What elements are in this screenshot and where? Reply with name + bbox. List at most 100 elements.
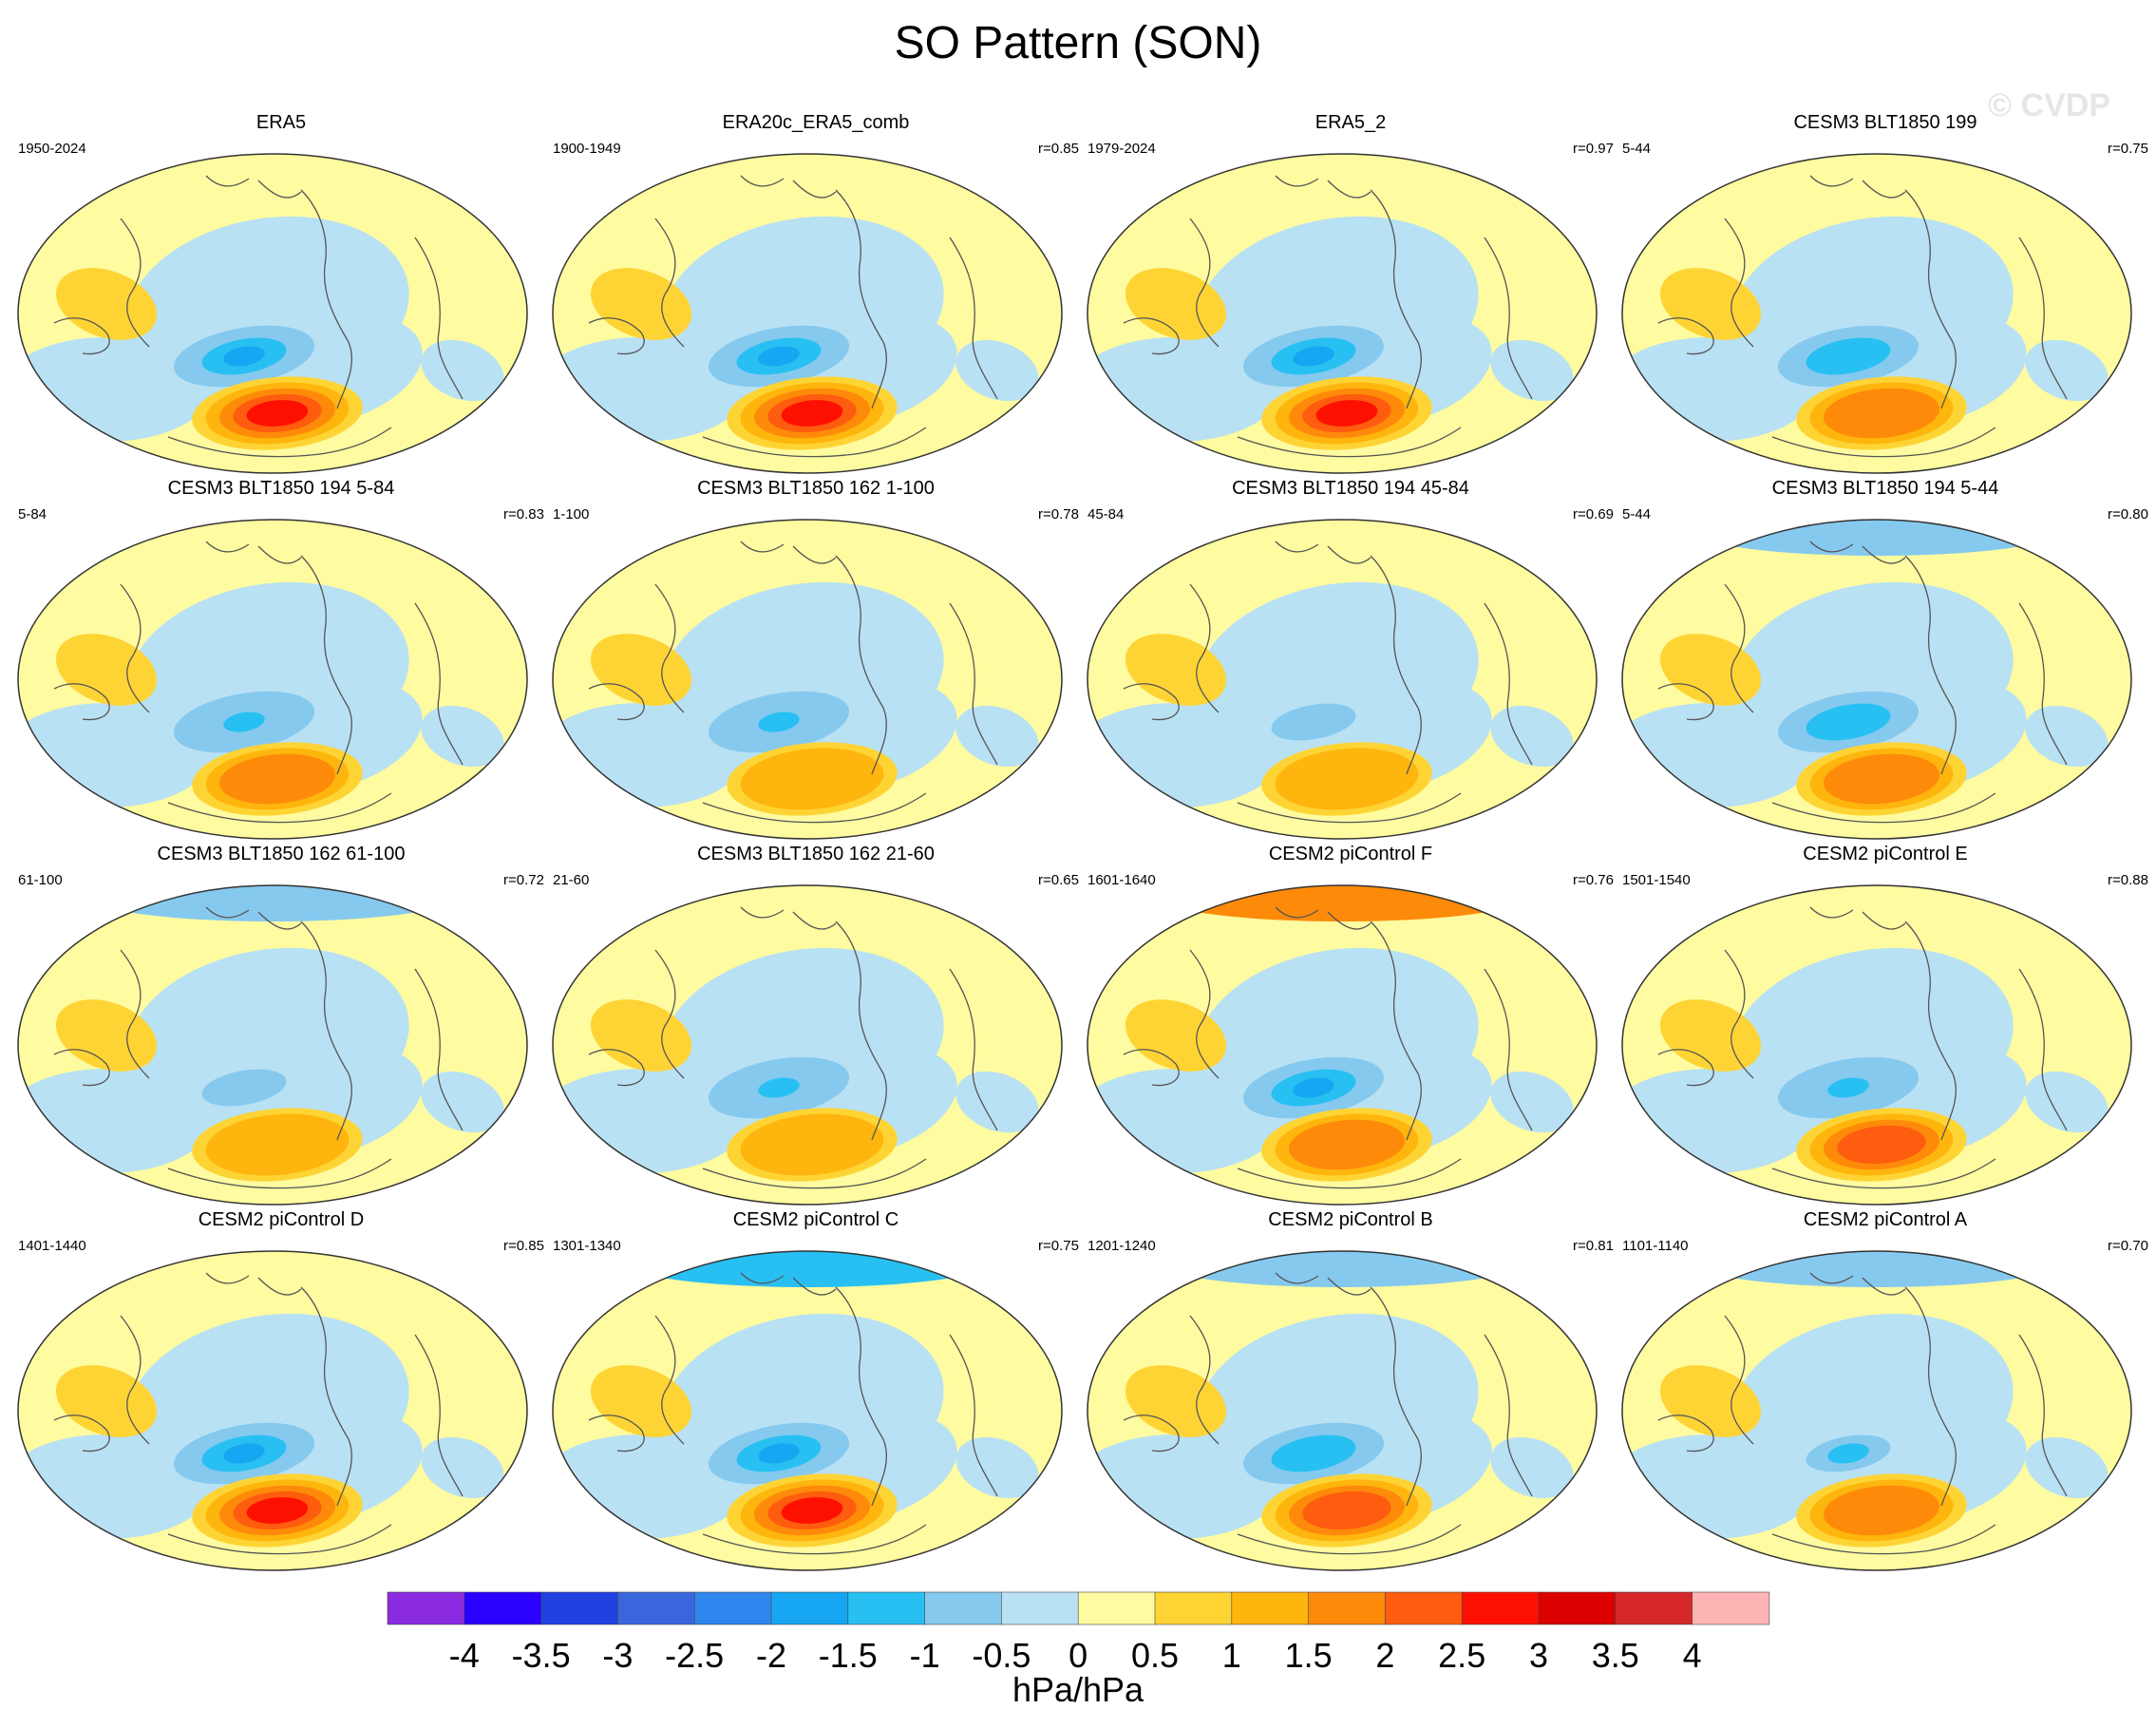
coastline: [1484, 237, 1533, 400]
negative-center-core: [758, 346, 800, 367]
colorbar-swatch: [1615, 1591, 1693, 1625]
map-border: [552, 153, 1063, 474]
map-plot: [17, 1250, 528, 1571]
arctic-anomaly-region: [83, 885, 463, 921]
colorbar-tick-label: -2: [755, 1636, 787, 1675]
arctic-anomaly-region: [1152, 520, 1532, 556]
south-atlantic-negative-region: [955, 339, 1039, 402]
colorbar-tick-label: 2.5: [1438, 1636, 1486, 1675]
colorbar-tick-label: -2.5: [665, 1636, 725, 1675]
panel-correlation: r=0.72: [503, 872, 544, 888]
coastline: [1809, 906, 1854, 919]
positive-center-level: [1302, 1491, 1391, 1530]
negative-center-core: [1827, 346, 1869, 367]
coastline: [167, 1158, 392, 1189]
coastline: [1123, 317, 1180, 355]
colorbar-swatch: [770, 1591, 849, 1625]
map-plot: [1621, 1250, 2132, 1571]
map-border: [552, 519, 1063, 840]
colorbar-swatch: [1077, 1591, 1156, 1625]
coastline: [167, 792, 392, 824]
panel-correlation: r=0.83: [503, 506, 544, 522]
map-panel: CESM3 BLT1850 162 21-60 21-60 r=0.65: [549, 844, 1083, 1214]
coastline: [740, 906, 785, 919]
coastline: [1370, 555, 1422, 775]
coastline: [1275, 1272, 1319, 1284]
panel-years: 1401-1440: [18, 1238, 86, 1254]
map-border: [1087, 153, 1598, 474]
map-border: [1621, 1250, 2132, 1571]
colorbar-tick-label: 2: [1375, 1636, 1395, 1675]
positive-center-level: [781, 400, 843, 427]
coastline: [792, 911, 837, 930]
coastline: [792, 545, 837, 564]
coastline: [949, 602, 998, 766]
coastline: [1484, 602, 1533, 766]
panel-title: ERA5: [255, 112, 307, 133]
panel-years: 1-100: [553, 506, 590, 522]
coastline: [53, 1049, 110, 1087]
coastline: [1724, 949, 1754, 1079]
coastline: [167, 1524, 392, 1555]
negative-center-core: [1293, 346, 1334, 367]
map-panel: CESM3 BLT1850 199 5-44 r=0.75: [1618, 112, 2152, 483]
map-plot: [552, 1250, 1063, 1571]
south-atlantic-negative-region: [2025, 1071, 2109, 1133]
colorbar-swatch: [1461, 1591, 1540, 1625]
coastline: [1657, 317, 1714, 355]
arctic-anomaly-region: [1152, 1251, 1532, 1287]
south-atlantic-negative-region: [2025, 705, 2109, 768]
coastline: [1237, 427, 1462, 458]
panel-title: CESM2 piControl B: [1268, 1209, 1433, 1230]
colorbar-swatch: [387, 1591, 465, 1625]
panel-correlation: r=0.80: [2108, 506, 2148, 522]
indo-australian-positive-region: [55, 634, 158, 706]
coastline: [654, 583, 685, 713]
colorbar: [387, 1591, 1770, 1625]
colorbar-tick-label: -1: [909, 1636, 940, 1675]
positive-center-level: [1288, 1119, 1406, 1170]
map-panel: ERA5 1950-2024: [14, 112, 548, 483]
coastline: [740, 175, 785, 187]
coastline: [1904, 1286, 1957, 1507]
coastline: [1904, 555, 1957, 775]
coastline: [1275, 541, 1319, 553]
south-atlantic-negative-region: [421, 705, 504, 768]
indo-australian-positive-region: [1659, 634, 1762, 706]
panel-years: 61-100: [18, 872, 63, 888]
map-plot: [1087, 153, 1598, 474]
panel-years: 1979-2024: [1087, 141, 1156, 157]
panel-title: CESM2 piControl C: [732, 1209, 899, 1230]
south-atlantic-negative-region: [421, 1436, 504, 1499]
panel-years: 45-84: [1087, 506, 1125, 522]
panel-years: 5-44: [1622, 506, 1652, 522]
coastline: [1862, 911, 1906, 930]
coastline: [1189, 1315, 1220, 1445]
panel-years: 1501-1540: [1622, 872, 1691, 888]
map-plot: [552, 884, 1063, 1206]
arctic-anomaly-region: [1687, 885, 2067, 921]
coastline: [1657, 1049, 1714, 1087]
coastline: [1809, 175, 1854, 187]
map-border: [17, 519, 528, 840]
colorbar-swatch: [847, 1591, 926, 1625]
colorbar-tick-label: 0.5: [1130, 1636, 1180, 1675]
panel-years: 21-60: [553, 872, 590, 888]
coastline: [835, 555, 887, 775]
coastline: [1657, 683, 1714, 721]
negative-center-core: [1293, 1443, 1334, 1464]
positive-center-level: [740, 748, 884, 810]
arctic-anomaly-region: [617, 885, 997, 921]
coastline: [1123, 1415, 1180, 1453]
indo-australian-positive-region: [1659, 1365, 1762, 1437]
coastline: [1327, 180, 1371, 199]
coastline: [740, 1272, 785, 1284]
positive-center-level: [1823, 388, 1940, 439]
coastline: [949, 1334, 998, 1497]
coastline: [1862, 1277, 1906, 1296]
panel-title: CESM3 BLT1850 162 21-60: [697, 844, 935, 864]
indo-australian-positive-region: [590, 999, 692, 1072]
coastline: [1484, 1334, 1533, 1497]
panel-title: CESM3 BLT1850 162 61-100: [157, 844, 406, 864]
map-plot: [552, 519, 1063, 840]
